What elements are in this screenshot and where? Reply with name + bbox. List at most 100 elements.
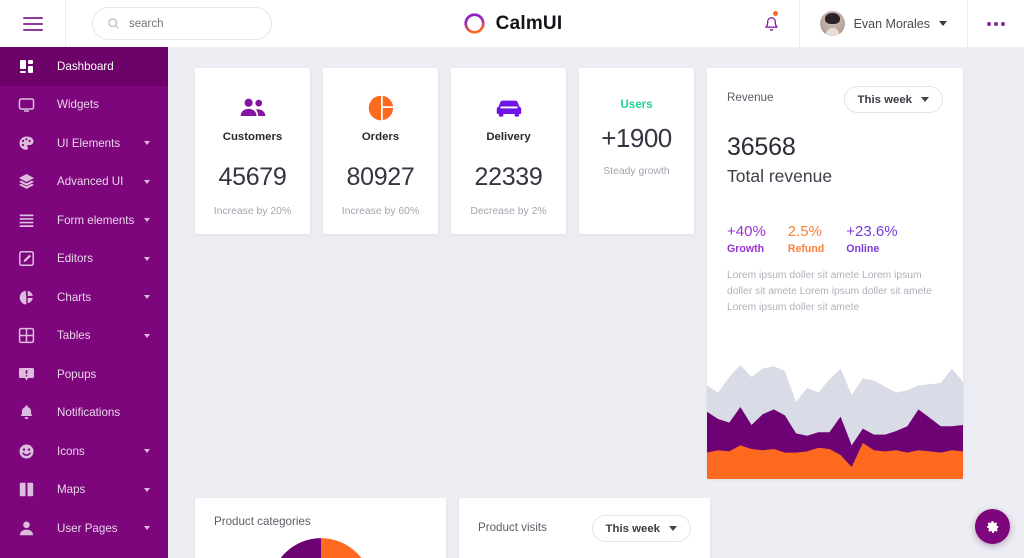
search-box[interactable]: [92, 7, 272, 40]
sidebar-item-editors[interactable]: Editors: [0, 240, 168, 279]
revenue-area-chart: [707, 359, 963, 479]
sidebar-item-tables[interactable]: Tables: [0, 317, 168, 356]
pie-chart-icon: [19, 290, 33, 305]
revenue-kpis: +40% Growth 2.5% Refund +23.6% Online: [727, 223, 943, 255]
visits-header: Product visits This week: [478, 515, 691, 542]
stat-subtext: Increase by 60%: [341, 206, 420, 217]
stat-title: Customers: [222, 131, 283, 143]
edit-square-icon: [19, 251, 34, 267]
kpi-value: 2.5%: [787, 223, 822, 240]
map-book-icon: [19, 483, 34, 497]
sidebar-item-label: Advanced UI: [57, 175, 124, 189]
kpi-refund: 2.5% Refund: [788, 223, 824, 255]
chevron-down-icon: [144, 179, 150, 184]
stat-value: 22339: [474, 163, 543, 191]
sidebar-item-notifications[interactable]: Notifications: [0, 394, 168, 433]
revenue-total-label: Total revenue: [727, 166, 833, 186]
menu-toggle-button[interactable]: [0, 0, 66, 47]
sidebar-item-charts[interactable]: Charts: [0, 278, 168, 317]
chevron-down-icon: [144, 218, 150, 223]
gear-icon: [986, 520, 998, 533]
stat-title: Delivery: [486, 131, 531, 143]
chevron-down-icon: [144, 256, 150, 261]
notification-badge-dot: [772, 11, 778, 16]
product-categories-card: Product categories AutomobilesMachineryH…: [195, 498, 446, 558]
more-horizontal-icon: [987, 21, 991, 26]
sidebar-item-icons[interactable]: Icons: [0, 432, 168, 471]
sidebar-nav: Dashboard Widgets UI Elements Advanced UI Fo…: [0, 47, 168, 558]
notifications-button[interactable]: [744, 0, 800, 47]
area-series-online: [707, 443, 963, 479]
visits-period-dropdown[interactable]: This week: [591, 515, 691, 542]
header-right-group: Evan Morales: [744, 0, 1024, 47]
sidebar-item-user-pages[interactable]: User Pages: [0, 509, 168, 548]
settings-fab-button[interactable]: [975, 509, 1010, 544]
search-icon: [108, 18, 119, 29]
pie-chart: [214, 536, 427, 558]
sidebar-item-label: Editors: [57, 252, 94, 266]
chevron-down-icon: [669, 526, 677, 531]
stats-row: Customers 45679 Increase by 20% Orders 8…: [195, 68, 997, 479]
sidebar-item-label: UI Elements: [57, 136, 121, 150]
chevron-down-icon: [921, 97, 929, 102]
stat-card-users[interactable]: Users +1900 Steady growth: [579, 68, 694, 234]
users-subtext: Steady growth: [603, 166, 670, 177]
area-chart-svg: [707, 365, 963, 479]
popup-alert-icon: [19, 367, 34, 381]
sidebar-item-label: Popups: [57, 367, 97, 381]
chevron-down-icon: [144, 526, 150, 531]
chevron-down-icon: [144, 449, 150, 454]
pie-chart-svg: [280, 538, 361, 558]
kpi-growth: +40% Growth: [727, 223, 766, 255]
sidebar-item-advanced-ui[interactable]: Advanced UI: [0, 163, 168, 202]
kpi-online: +23.6% Online: [846, 223, 897, 255]
stat-subtext: Decrease by 2%: [470, 206, 547, 217]
stat-card-customers[interactable]: Customers 45679 Increase by 20%: [195, 68, 310, 234]
sidebar-item-label: Icons: [57, 444, 85, 458]
person-icon: [19, 521, 34, 535]
kpi-name: Refund: [787, 243, 825, 255]
sidebar-item-label: Notifications: [57, 406, 121, 420]
stat-title: Orders: [361, 131, 400, 143]
revenue-description: Lorem ipsum doller sit amete Lorem ipsum…: [727, 270, 932, 313]
layers-icon: [19, 174, 34, 190]
top-header: CalmUI Evan Morales: [0, 0, 1024, 47]
more-options-button[interactable]: [968, 0, 1024, 47]
sidebar-item-maps[interactable]: Maps: [0, 471, 168, 510]
visits-period-label: This week: [605, 522, 660, 535]
revenue-period-label: This week: [857, 93, 912, 106]
table-grid-icon: [18, 328, 35, 344]
sidebar-item-label: Maps: [57, 483, 86, 497]
list-lines-icon: [19, 214, 34, 227]
bell-icon: [764, 16, 778, 31]
stat-card-delivery[interactable]: Delivery 22339 Decrease by 2%: [451, 68, 566, 234]
calmui-logo-ring: [464, 13, 485, 34]
hamburger-icon: [22, 16, 43, 31]
stat-subtext: Increase by 20%: [213, 206, 292, 217]
main-content: Customers 45679 Increase by 20% Orders 8…: [168, 47, 1024, 558]
sidebar-item-label: Dashboard: [57, 59, 114, 73]
sidebar-item-ui-elements[interactable]: UI Elements: [0, 124, 168, 163]
kpi-value: +40%: [727, 223, 766, 240]
user-menu-button[interactable]: Evan Morales: [800, 0, 968, 47]
search-input[interactable]: [129, 17, 259, 30]
chevron-down-icon: [144, 295, 150, 300]
sidebar-item-label: Charts: [57, 290, 92, 304]
sidebar-item-dashboard[interactable]: Dashboard: [0, 47, 168, 86]
sidebar-item-popups[interactable]: Popups: [0, 355, 168, 394]
pie-slice: [280, 538, 321, 558]
revenue-label: Revenue: [727, 91, 774, 104]
brand-name: CalmUI: [495, 12, 563, 34]
card-title: Product visits: [478, 521, 547, 534]
sidebar-item-form-elements[interactable]: Form elements: [0, 201, 168, 240]
stat-value: 45679: [218, 163, 287, 191]
chevron-down-icon: [939, 21, 947, 26]
monitor-icon: [18, 98, 35, 112]
sidebar-item-widgets[interactable]: Widgets: [0, 86, 168, 125]
revenue-period-dropdown[interactable]: This week: [843, 86, 943, 113]
users-title: Users: [620, 98, 653, 111]
kpi-value: +23.6%: [846, 223, 898, 240]
stat-card-orders[interactable]: Orders 80927 Increase by 60%: [323, 68, 438, 234]
card-title: Product categories: [214, 515, 311, 528]
